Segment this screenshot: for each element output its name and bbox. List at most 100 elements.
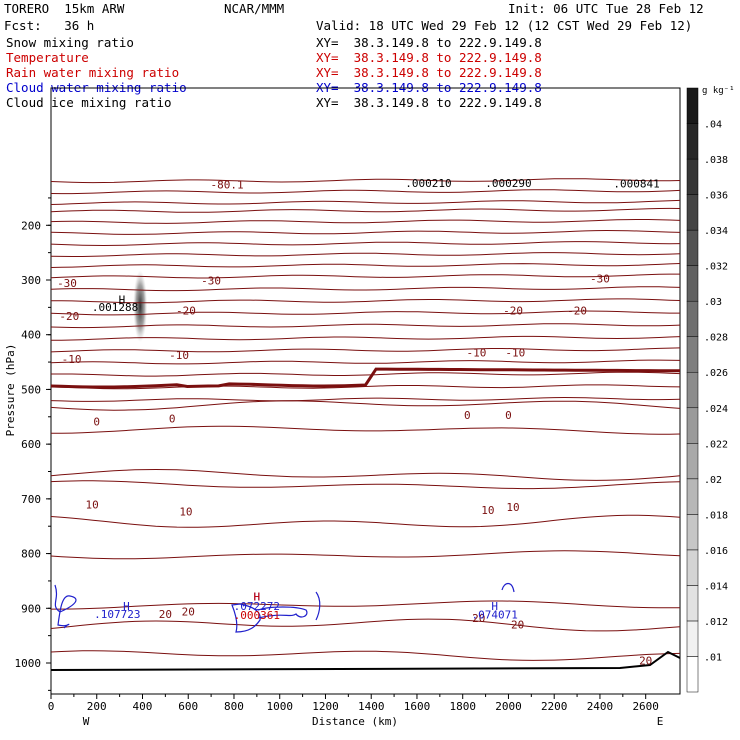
x-tick-label: 2400: [587, 700, 614, 713]
field-cloudice-name: Cloud ice mixing ratio: [6, 95, 172, 110]
colorbar-tick-label: .012: [704, 617, 728, 628]
x-tick-label: 1000: [266, 700, 293, 713]
isotherm-line: [51, 600, 681, 610]
y-tick-label: 600: [21, 438, 41, 451]
isotherm-line: [50, 514, 681, 528]
isotherm-label: -30: [57, 277, 77, 290]
isotherm-zero: [50, 367, 681, 389]
colorbar-tick-label: .028: [704, 333, 728, 344]
isotherm-line: [50, 189, 681, 195]
maximum-marker: H: [123, 600, 130, 613]
isotherm-line: [50, 199, 681, 205]
isotherm-line: [50, 286, 681, 292]
isotherm-line: [50, 310, 680, 316]
colorbar-tick-label: .038: [704, 155, 728, 166]
colorbar-segment: [686, 300, 699, 337]
isotherm-line: [51, 298, 681, 304]
forecast-hour: Fcst: 36 h: [4, 18, 95, 33]
colorbar-segment: [686, 229, 699, 266]
cloud-water-contour: [257, 606, 308, 619]
plot-frame: [50, 87, 681, 695]
x-tick-label: 1600: [404, 700, 431, 713]
isotherm-label: 0: [169, 412, 176, 425]
colorbar-segment: [686, 371, 699, 409]
colorbar-segment: [686, 87, 699, 124]
x-tick-label: 600: [178, 700, 198, 713]
isotherm-line: [50, 359, 681, 365]
isotherm-label: -20: [503, 304, 523, 317]
colorbar-tick-label: .04: [704, 120, 722, 131]
maximum-value: .000361: [234, 609, 280, 622]
isotherm-line: [50, 241, 681, 247]
y-tick-label: 1000: [15, 657, 42, 670]
y-tick-label: 500: [21, 383, 41, 396]
field-rain-xy: XY= 38.3.149.8 to 222.9.149.8: [316, 65, 542, 80]
colorbar-tick-label: .01: [704, 652, 722, 663]
valid-time: Valid: 18 UTC Wed 29 Feb 12 (12 CST Wed …: [316, 18, 693, 33]
isotherm-line: [50, 229, 681, 235]
isotherm-label: -30: [201, 274, 221, 287]
isotherm-label: 0: [505, 409, 512, 422]
y-tick-label: 800: [21, 548, 41, 561]
y-tick-label: 900: [21, 602, 41, 615]
model-title: TORERO 15km ARW: [4, 1, 125, 16]
maximum-value: .107723: [94, 608, 140, 621]
colorbar-segment: [686, 656, 699, 693]
colorbar-unit: g kg⁻¹: [702, 86, 735, 96]
isotherm-line: [50, 323, 681, 329]
maximum-value: .001288: [92, 301, 138, 314]
colorbar-segment: [686, 443, 699, 480]
colorbar-segment: [686, 620, 699, 657]
isotherm-line: [50, 263, 681, 268]
colorbar-segment: [686, 407, 699, 444]
maximum-value: .072272: [234, 600, 280, 613]
isotherm-label: -30: [590, 273, 610, 286]
colorbar-tick-label: .024: [704, 404, 728, 415]
isotherm-line: [50, 178, 681, 184]
isotherm-label: -10: [62, 353, 82, 366]
isotherm-label: 10: [506, 501, 519, 514]
field-temperature-xy: XY= 38.3.149.8 to 222.9.149.8: [316, 50, 542, 65]
colorbar-segment: [686, 478, 699, 515]
y-tick-label: 200: [21, 219, 41, 232]
colorbar-segment: [686, 158, 699, 195]
maximum-marker: H: [491, 600, 498, 613]
colorbar-tick-label: .016: [704, 546, 728, 557]
x-tick-label: 2000: [495, 700, 522, 713]
isotherm-label: 10: [86, 499, 99, 512]
east-label: E: [657, 715, 664, 728]
isotherm-label: 20: [472, 612, 485, 625]
maximum-marker: H: [119, 294, 126, 307]
colorbar-segment: [686, 123, 699, 160]
colorbar-segment: [686, 514, 699, 551]
west-label: W: [83, 715, 90, 728]
isotherm-line: [50, 207, 681, 213]
isotherm-line: [50, 480, 681, 490]
colorbar-tick-label: .022: [704, 439, 728, 450]
colorbar-tick-label: .03: [704, 297, 722, 308]
colorbar-segment: [686, 194, 699, 231]
y-tick-label: 300: [21, 274, 41, 287]
isotherm-label: -20: [59, 310, 79, 323]
isotherm-line: [50, 550, 681, 560]
isotherm-label: 10: [179, 505, 192, 518]
field-cloudice-xy: XY= 38.3.149.8 to 222.9.149.8: [316, 95, 542, 110]
colorbar-tick-label: .036: [704, 191, 728, 202]
y-tick-label: 700: [21, 493, 41, 506]
x-tick-label: 800: [224, 700, 244, 713]
isotherm-line: [50, 335, 681, 341]
x-tick-label: 400: [133, 700, 153, 713]
field-snow-xy: XY= 38.3.149.8 to 222.9.149.8: [316, 35, 542, 50]
cloud-water-contour: [54, 584, 77, 629]
colorbar-tick-label: .026: [704, 368, 728, 379]
isotherm-line: [51, 371, 681, 377]
snow-shading: [133, 270, 148, 343]
isotherm-label: 20: [511, 619, 524, 632]
x-tick-label: 200: [87, 700, 107, 713]
y-axis-label: Pressure (hPa): [4, 344, 17, 437]
cloud-water-contour: [501, 582, 515, 593]
cloud-water-contour: [231, 603, 261, 633]
isotherm-line: [50, 347, 681, 353]
isotherm-line: [50, 468, 681, 481]
colorbar-segment: [686, 336, 699, 373]
